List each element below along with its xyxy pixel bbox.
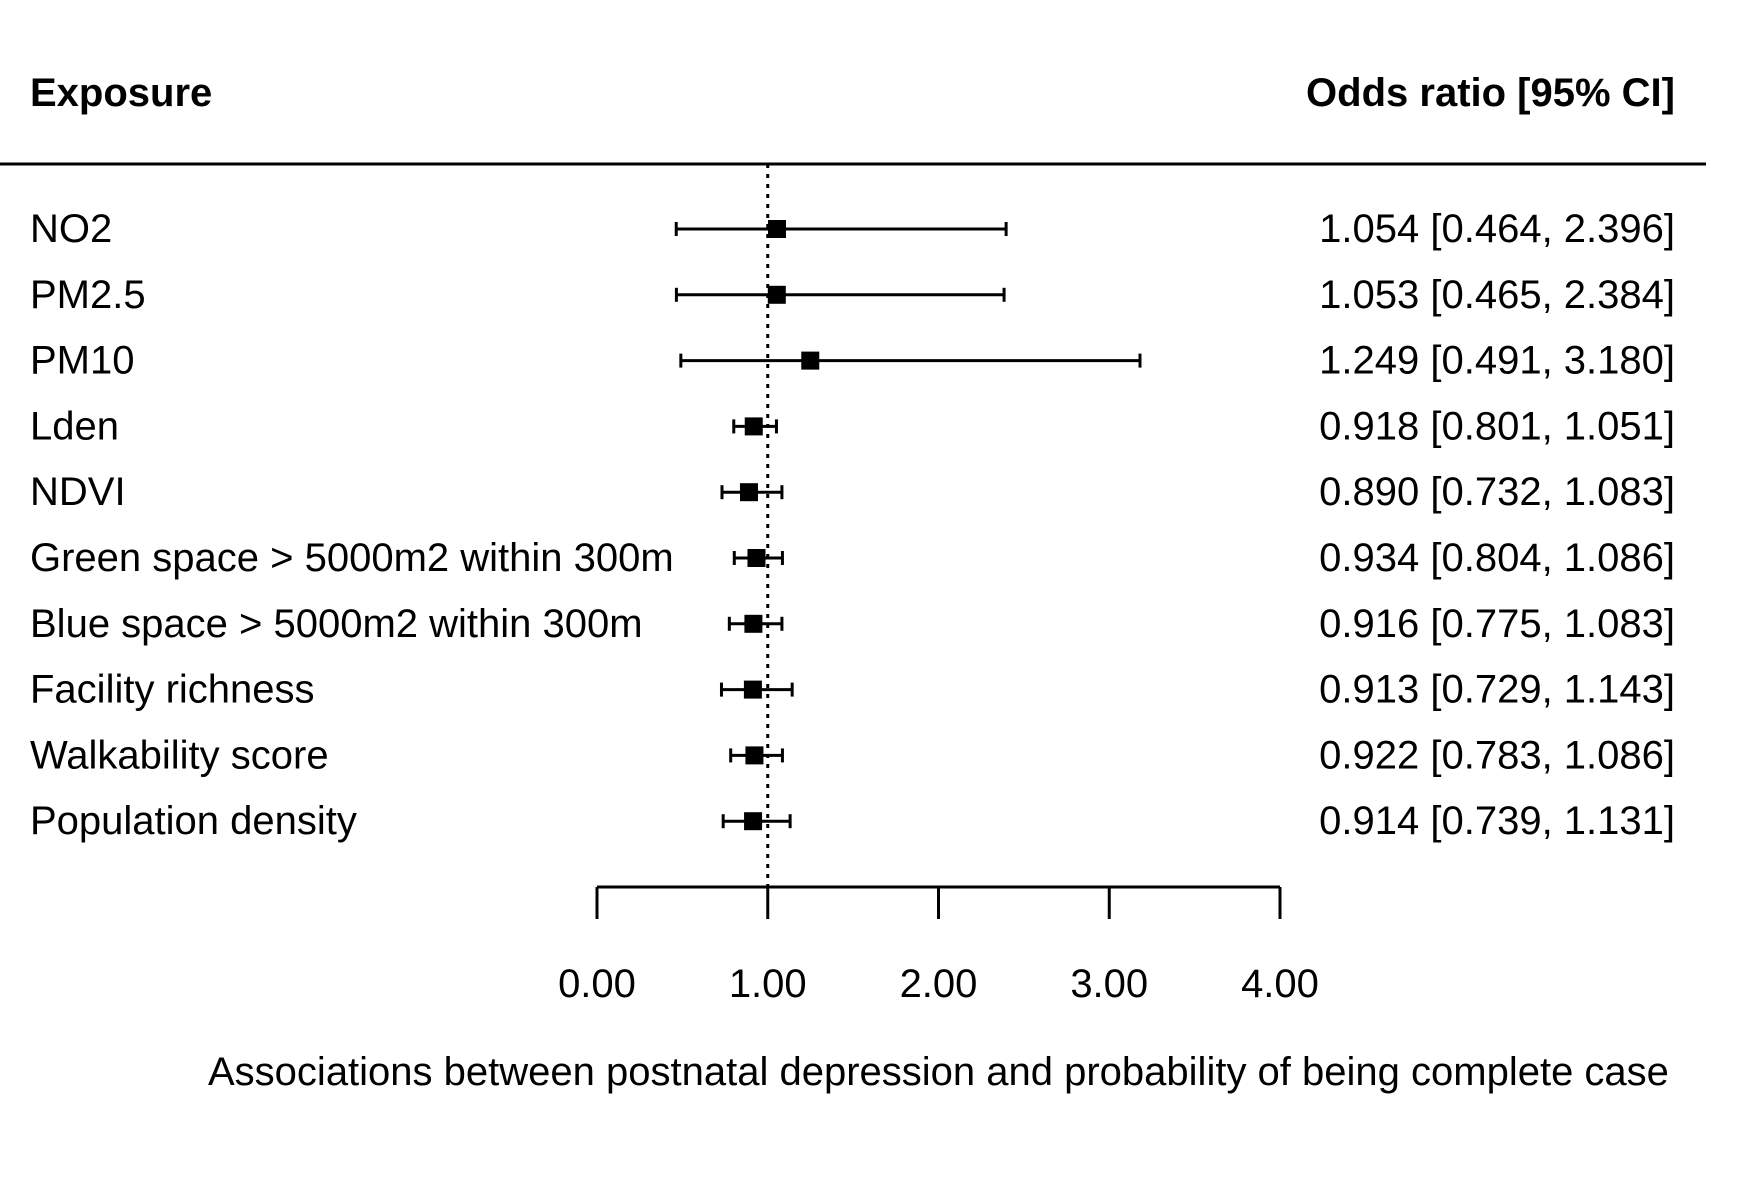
x-tick-label: 2.00: [900, 962, 978, 1006]
estimate-marker: [767, 285, 786, 304]
exposure-label: PM2.5: [30, 273, 146, 317]
exposure-header: Exposure: [30, 71, 212, 115]
estimate-marker: [743, 680, 762, 699]
exposure-label: Lden: [30, 404, 119, 448]
exposure-label: PM10: [30, 339, 135, 383]
odds-ratio-value: 0.922 [0.783, 1.086]: [1319, 733, 1675, 777]
x-tick-label: 4.00: [1241, 962, 1319, 1006]
exposure-label: NO2: [30, 207, 112, 251]
odds-ratio-header: Odds ratio [95% CI]: [1306, 71, 1675, 115]
x-tick-label: 3.00: [1070, 962, 1148, 1006]
estimate-marker: [801, 351, 820, 370]
estimate-marker: [744, 812, 763, 831]
estimate-marker: [767, 220, 786, 238]
estimate-marker: [744, 614, 763, 633]
x-axis: 0.00 1.00 2.00 3.00 4.00: [558, 885, 1319, 1006]
x-axis-caption: Associations between postnatal depressio…: [208, 1050, 1669, 1094]
exposure-label: Facility richness: [30, 668, 315, 712]
estimate-marker: [739, 483, 758, 502]
exposure-label: Green space > 5000m2 within 300m: [30, 536, 674, 580]
exposure-label: Walkability score: [30, 733, 329, 777]
odds-ratio-value: 1.249 [0.491, 3.180]: [1319, 339, 1675, 383]
odds-ratio-value: 1.053 [0.465, 2.384]: [1319, 273, 1675, 317]
rows-layer: NO2 1.054 [0.464, 2.396] PM2.5 1.053 [0.465…: [30, 164, 1675, 887]
odds-ratio-value: 0.914 [0.739, 1.131]: [1319, 799, 1675, 843]
odds-ratio-value: 0.918 [0.801, 1.051]: [1319, 404, 1675, 448]
odds-ratio-value: 0.913 [0.729, 1.143]: [1319, 668, 1675, 712]
exposure-label: Blue space > 5000m2 within 300m: [30, 602, 643, 646]
x-tick-label: 1.00: [729, 962, 807, 1006]
estimate-marker: [744, 417, 763, 436]
odds-ratio-value: 0.934 [0.804, 1.086]: [1319, 536, 1675, 580]
exposure-label: NDVI: [30, 470, 126, 514]
x-tick-label: 0.00: [558, 962, 636, 1006]
estimate-marker: [745, 746, 764, 765]
odds-ratio-value: 0.890 [0.732, 1.083]: [1319, 470, 1675, 514]
exposure-label: Population density: [30, 799, 357, 843]
odds-ratio-value: 0.916 [0.775, 1.083]: [1319, 602, 1675, 646]
odds-ratio-value: 1.054 [0.464, 2.396]: [1319, 207, 1675, 251]
estimate-marker: [747, 549, 766, 567]
